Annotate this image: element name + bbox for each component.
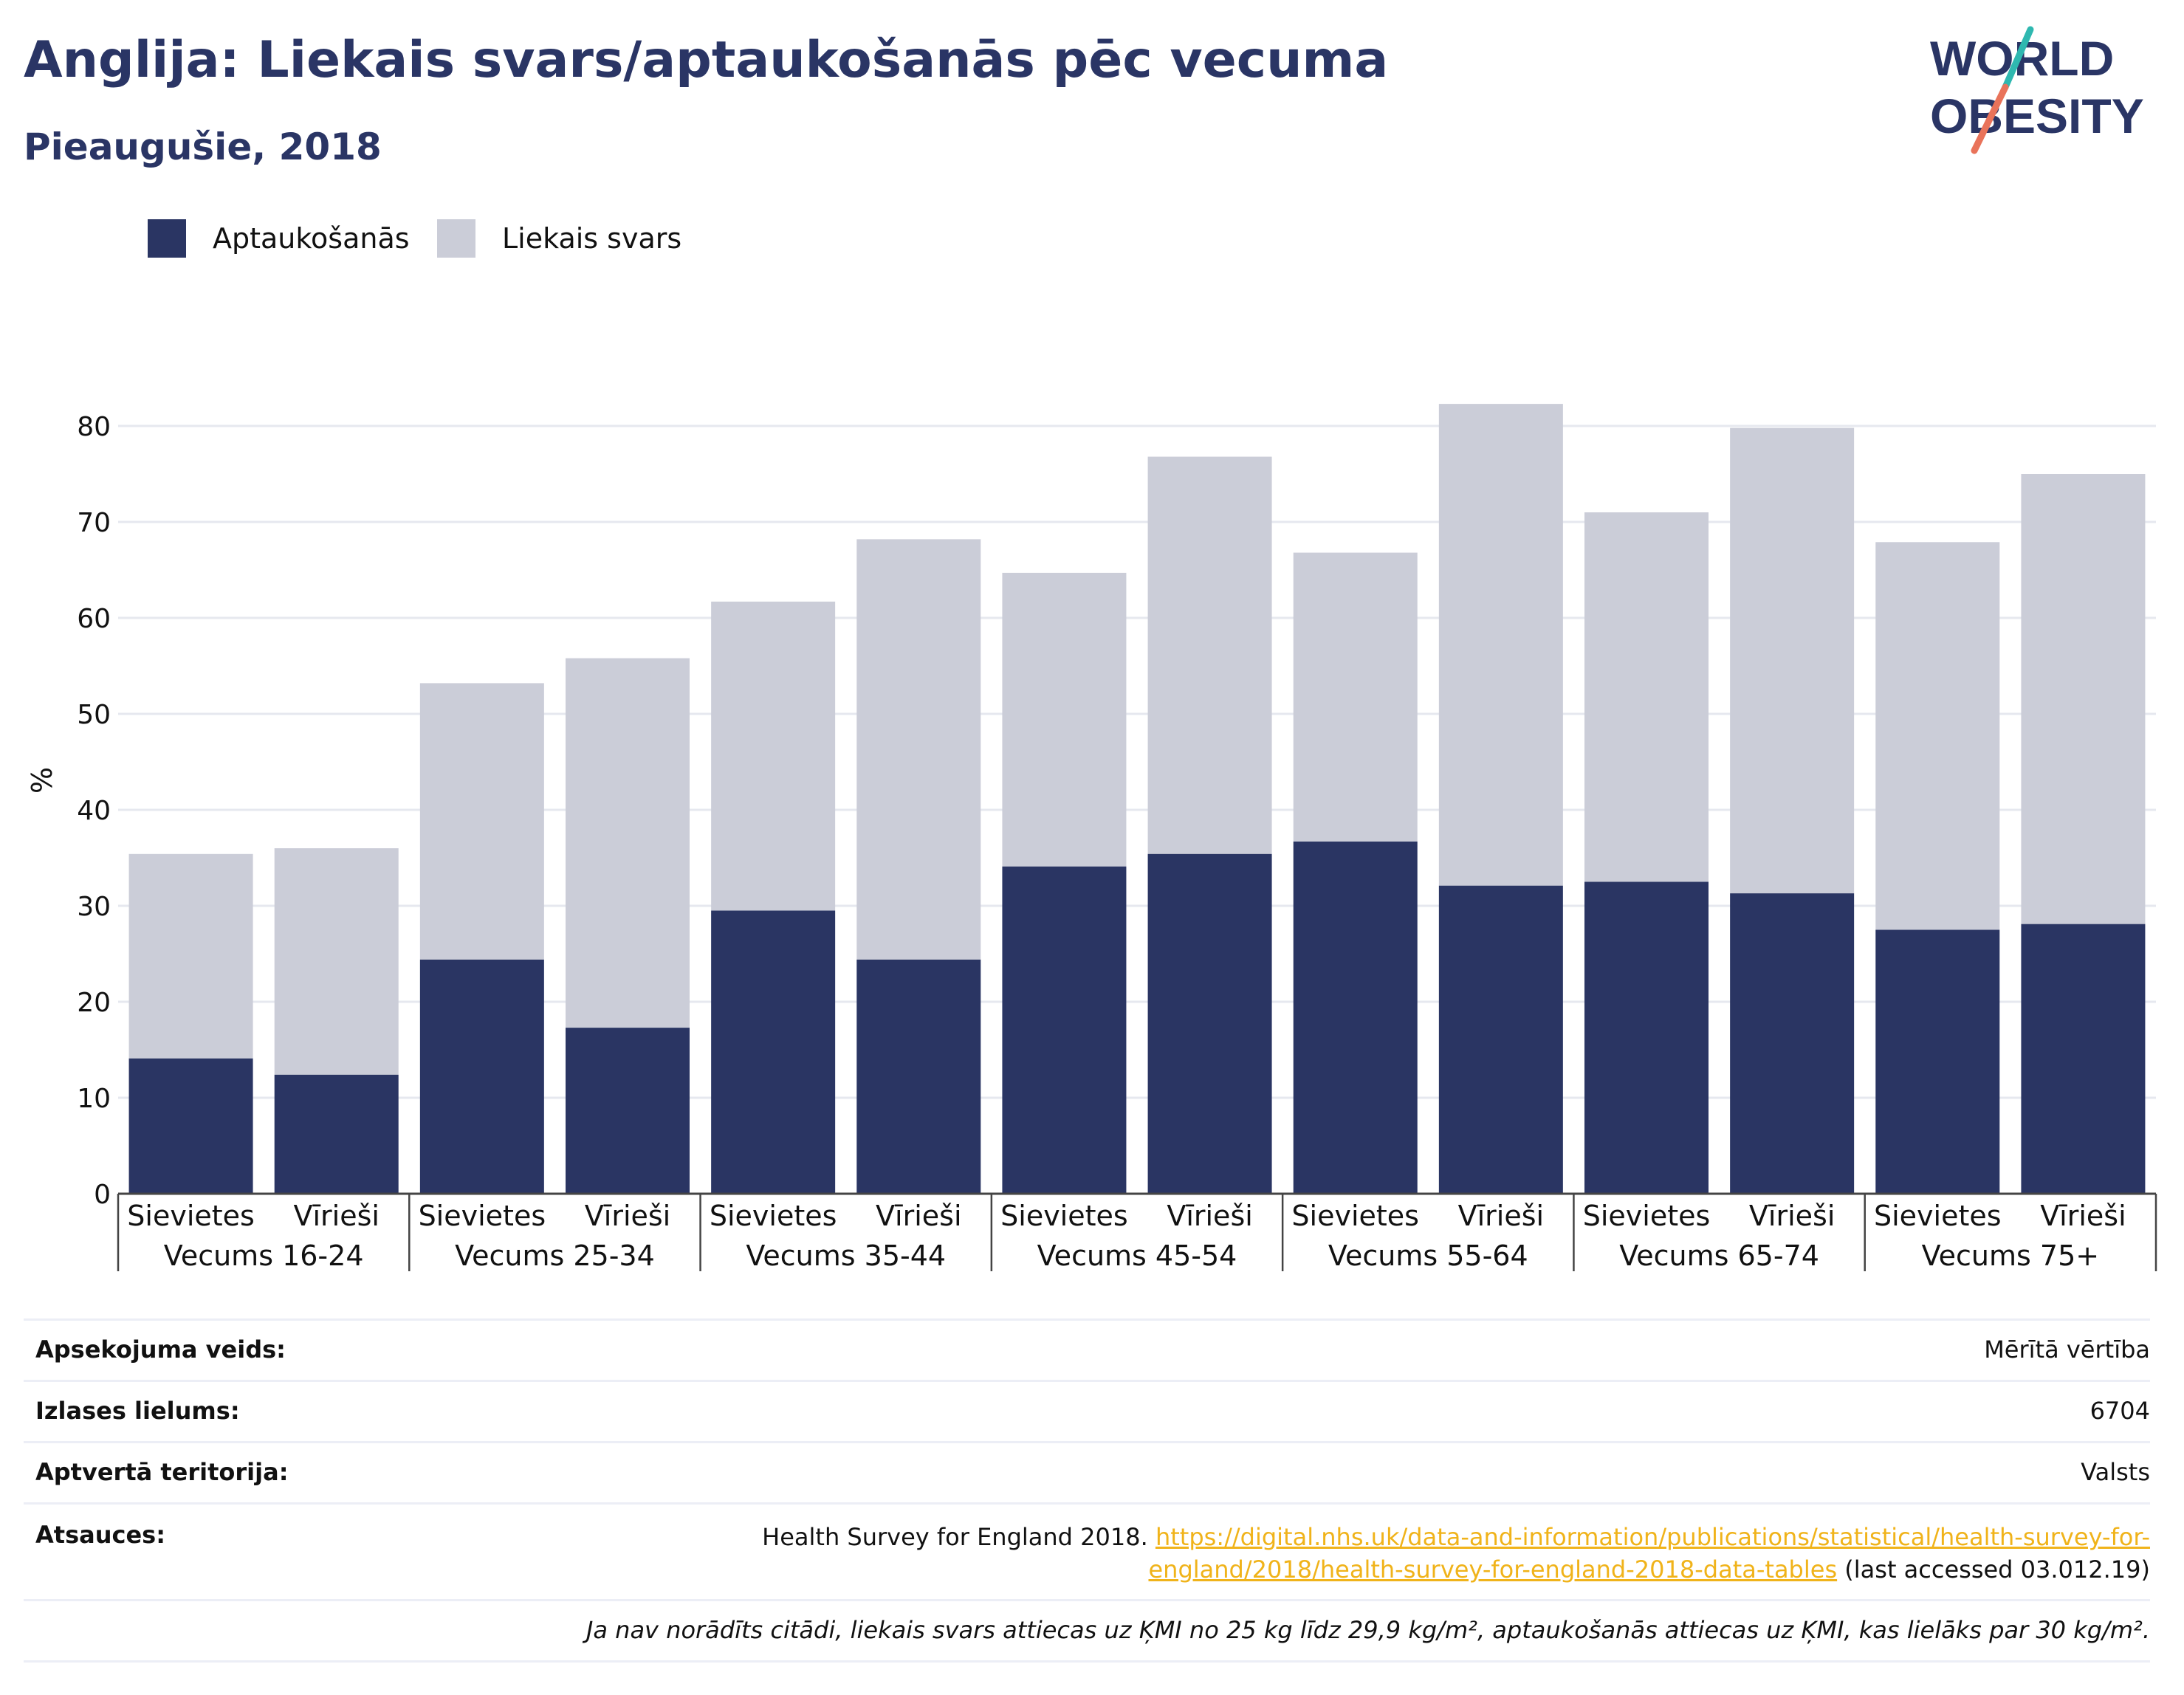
- bar-obesity: [566, 1028, 690, 1194]
- y-tick-label: 10: [77, 1084, 111, 1114]
- chart-title: Anglija: Liekais svars/aptaukošanās pēc …: [24, 31, 1389, 89]
- y-tick-label: 40: [77, 796, 111, 826]
- x-tick-label: Vīrieši: [1167, 1200, 1252, 1232]
- footer-row-sources: Atsauces: Health Survey for England 2018…: [24, 1502, 2150, 1599]
- bar-obesity: [711, 910, 836, 1194]
- bar-overweight: [1875, 542, 2000, 930]
- survey-type-value: Mērītā vērtība: [1984, 1335, 2150, 1364]
- bar-overweight: [1730, 427, 1855, 894]
- x-tick-label: Sievietes: [1583, 1200, 1711, 1232]
- bar-chart: 0 10 20 30 40 50 60 70 80% Sievietes Vīrieši Sievie…: [26, 404, 2157, 1272]
- bar-obesity: [274, 1074, 399, 1194]
- bar-overweight: [1584, 512, 1709, 882]
- bar-obesity: [419, 959, 544, 1194]
- bar-obesity: [856, 959, 981, 1194]
- y-tick-label: 30: [77, 892, 111, 922]
- legend-label-overweight: Liekais svars: [502, 222, 682, 255]
- bar-overweight: [128, 853, 253, 1059]
- bar-overweight: [419, 683, 544, 960]
- sources-label: Atsauces:: [35, 1521, 165, 1549]
- chart-subtitle: Pieaugušie, 2018: [24, 126, 382, 168]
- y-tick-label: 0: [94, 1180, 111, 1210]
- y-tick-label: 70: [77, 508, 111, 538]
- area-covered-label: Aptvertā teritorija:: [35, 1458, 289, 1486]
- group-label: Vecums 75+: [1922, 1240, 2100, 1272]
- bar-obesity: [1730, 893, 1855, 1194]
- x-tick-label: Vīrieši: [1749, 1200, 1835, 1232]
- bar-overweight: [2021, 474, 2146, 924]
- legend-swatch-obesity: [148, 219, 186, 258]
- bar-overweight: [711, 601, 836, 911]
- bar-overweight: [1147, 456, 1272, 854]
- bar-obesity: [2021, 924, 2146, 1194]
- legend-swatch-overweight: [437, 219, 475, 258]
- x-tick-label: Vīrieši: [293, 1200, 379, 1232]
- sources-value: Health Survey for England 2018. https://…: [673, 1521, 2150, 1586]
- x-tick-label: Sievietes: [419, 1200, 546, 1232]
- area-covered-value: Valsts: [2081, 1458, 2150, 1486]
- x-tick-label: Sievietes: [1291, 1200, 1419, 1232]
- bar-overweight: [1293, 552, 1418, 842]
- x-tick-label: Sievietes: [1000, 1200, 1128, 1232]
- sources-text: Health Survey for England 2018.: [762, 1523, 1148, 1551]
- x-tick-label: Vīrieši: [2040, 1200, 2126, 1232]
- y-tick-label: 80: [77, 412, 111, 442]
- bar-obesity: [1293, 841, 1418, 1194]
- x-tick-label: Vīrieši: [1458, 1200, 1544, 1232]
- x-tick-label: Vīrieši: [876, 1200, 961, 1232]
- footer-row-area-covered: Aptvertā teritorija: Valsts: [24, 1441, 2150, 1502]
- group-label: Vecums 35-44: [746, 1240, 946, 1272]
- legend-label-obesity: Aptaukošanās: [213, 222, 410, 255]
- bar-obesity: [1438, 885, 1563, 1194]
- bar-obesity: [1875, 929, 2000, 1194]
- legend-item-overweight[interactable]: Liekais svars: [437, 218, 681, 259]
- group-label: Vecums 45-54: [1037, 1240, 1237, 1272]
- x-tick-label: Vīrieši: [585, 1200, 670, 1232]
- bar-overweight: [566, 658, 690, 1028]
- survey-type-label: Apsekojuma veids:: [35, 1335, 286, 1364]
- y-tick-label: 20: [77, 988, 111, 1018]
- y-tick-label: 60: [77, 604, 111, 634]
- bar-obesity: [1584, 881, 1709, 1194]
- sample-size-value: 6704: [2089, 1397, 2150, 1425]
- group-label: Vecums 55-64: [1328, 1240, 1528, 1272]
- sources-suffix: (last accessed 03.012.19): [1844, 1555, 2150, 1584]
- bar-overweight: [1002, 572, 1127, 867]
- sample-size-label: Izlases lielums:: [35, 1397, 240, 1425]
- sources-link[interactable]: https://digital.nhs.uk/data-and-informat…: [1148, 1523, 2150, 1584]
- footer-table: Apsekojuma veids: Mērītā vērtība Izlases…: [24, 1318, 2150, 1663]
- bar-overweight: [1438, 404, 1563, 886]
- x-tick-label: Sievietes: [127, 1200, 255, 1232]
- footer-row-survey-type: Apsekojuma veids: Mērītā vērtība: [24, 1318, 2150, 1380]
- legend-item-obesity[interactable]: Aptaukošanās: [148, 218, 410, 259]
- bar-overweight: [856, 539, 981, 960]
- definition-note: Ja nav norādīts citādi, liekais svars at…: [586, 1616, 2150, 1644]
- x-tick-label: Sievietes: [710, 1200, 837, 1232]
- group-label: Vecums 65-74: [1619, 1240, 1819, 1272]
- bar-obesity: [1002, 866, 1127, 1194]
- logo-line1: WORLD: [1930, 31, 2114, 86]
- group-label: Vecums 16-24: [164, 1240, 364, 1272]
- y-axis-label: %: [26, 767, 58, 794]
- y-tick-label: 50: [77, 700, 111, 730]
- logo-line2: OBESITY: [1930, 89, 2144, 143]
- x-tick-label: Sievietes: [1874, 1200, 2002, 1232]
- footer-row-note: Ja nav norādīts citādi, liekais svars at…: [24, 1599, 2150, 1663]
- group-label: Vecums 25-34: [455, 1240, 655, 1272]
- bar-overweight: [274, 848, 399, 1075]
- footer-row-sample-size: Izlases lielums: 6704: [24, 1380, 2150, 1441]
- bar-obesity: [128, 1058, 253, 1194]
- bar-obesity: [1147, 853, 1272, 1194]
- world-obesity-logo: WORLD OBESITY: [1920, 22, 2163, 162]
